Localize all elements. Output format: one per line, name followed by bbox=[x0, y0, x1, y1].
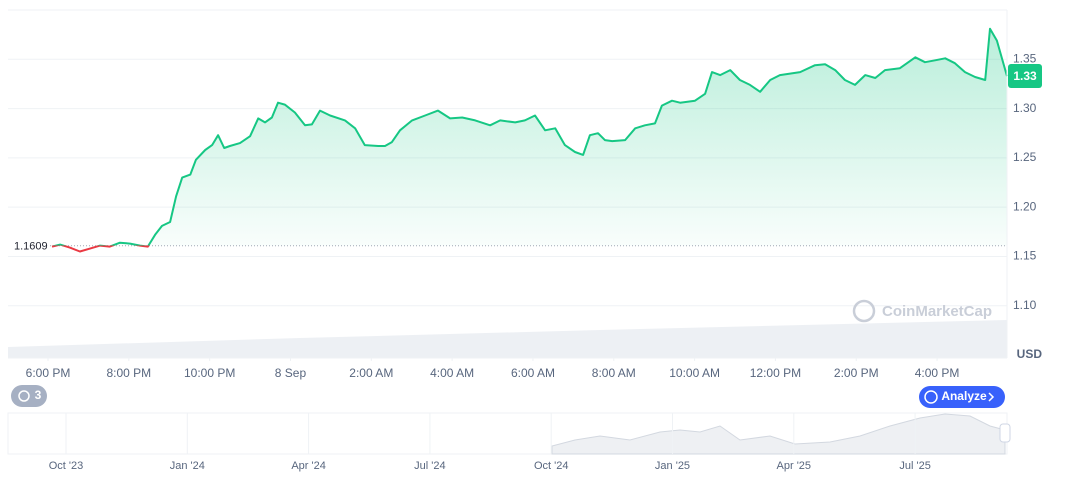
navigator-label: Oct '23 bbox=[49, 460, 84, 472]
button-text: Analyze bbox=[941, 389, 987, 403]
x-tick-label: 2:00 AM bbox=[349, 366, 393, 380]
y-tick-label: 1.10 bbox=[1013, 298, 1037, 312]
price-line bbox=[51, 27, 1008, 253]
volume-band bbox=[8, 320, 1007, 358]
area-fill bbox=[52, 28, 1007, 246]
navigator-label: Apr '25 bbox=[777, 460, 812, 472]
navigator-label: Jan '25 bbox=[655, 460, 690, 472]
navigator bbox=[7, 412, 1011, 455]
navigator-area bbox=[551, 413, 1006, 455]
y-tick-label: 1.15 bbox=[1013, 249, 1037, 263]
x-tick-label: 8:00 PM bbox=[106, 366, 151, 380]
reference-label: 1.1609 bbox=[14, 241, 48, 253]
y-tick-label: 1.20 bbox=[1013, 199, 1037, 213]
x-tick-label: 4:00 PM bbox=[915, 366, 960, 380]
navigator-label: Oct '24 bbox=[534, 460, 569, 472]
watermark: CoinMarketCap bbox=[852, 299, 992, 323]
x-tick-label: 8 Sep bbox=[275, 366, 307, 380]
navigator-label: Jul '25 bbox=[899, 460, 930, 472]
navigator-label: Jul '24 bbox=[414, 460, 445, 472]
x-tick-label: 10:00 PM bbox=[184, 366, 235, 380]
watermark-text: CoinMarketCap bbox=[882, 303, 992, 320]
x-tick-label: 8:00 AM bbox=[592, 366, 636, 380]
reference-label-bg bbox=[8, 237, 50, 254]
badge-text: 3 bbox=[35, 388, 42, 402]
navigator-label: Jan '24 bbox=[170, 460, 205, 472]
x-tick-label: 10:00 AM bbox=[669, 366, 720, 380]
history-badge[interactable]: 3 bbox=[11, 385, 47, 407]
x-tick-label: 12:00 PM bbox=[750, 366, 801, 380]
y-tick-label: 1.25 bbox=[1013, 150, 1037, 164]
price-tag-label: 1.33 bbox=[1013, 69, 1037, 83]
x-tick-label: 6:00 AM bbox=[511, 366, 555, 380]
navigator-label: Apr '24 bbox=[291, 460, 326, 472]
analyze-button[interactable]: Analyze bbox=[919, 386, 1005, 408]
x-tick-label: 4:00 AM bbox=[430, 366, 474, 380]
price-tag bbox=[1008, 64, 1042, 89]
y-tick-label: 1.35 bbox=[1013, 51, 1037, 65]
x-tick-label: 6:00 PM bbox=[26, 366, 71, 380]
navigator-handle[interactable] bbox=[999, 423, 1011, 443]
unit-label: USD bbox=[1017, 347, 1043, 361]
x-tick-label: 2:00 PM bbox=[834, 366, 879, 380]
y-tick-label: 1.30 bbox=[1013, 101, 1037, 115]
